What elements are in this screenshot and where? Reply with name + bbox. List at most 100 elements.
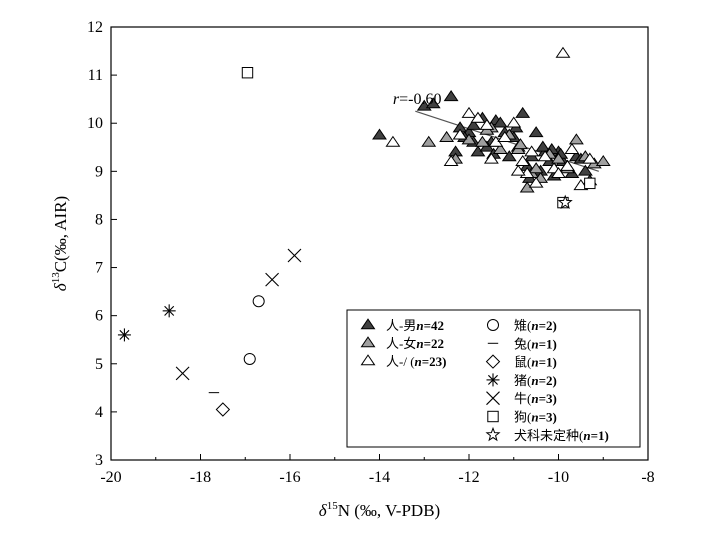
data-point <box>443 90 459 102</box>
legend-label: 人-女n=22 <box>386 336 444 351</box>
data-point <box>372 128 387 140</box>
data-points <box>117 46 611 417</box>
data-point <box>506 116 522 128</box>
data-point <box>492 116 508 128</box>
data-point <box>241 67 254 79</box>
data-point <box>564 142 580 154</box>
data-point <box>555 46 571 58</box>
data-point <box>252 295 265 308</box>
series-6 <box>117 304 176 342</box>
x-tick-label: -8 <box>641 469 654 486</box>
legend-marker <box>486 318 500 332</box>
data-point <box>492 142 508 154</box>
data-point <box>243 352 256 365</box>
legend-entry: 雉(n=2) <box>486 318 557 333</box>
legend-marker <box>485 426 501 442</box>
x-tick-label: -14 <box>369 469 390 486</box>
legend-entry: 牛(n=3) <box>486 391 557 406</box>
data-point <box>483 152 499 164</box>
legend-entry: 人-男n=42 <box>360 318 444 333</box>
data-point <box>265 272 279 287</box>
x-axis-label: δ15N (‰, V-PDB) <box>319 500 440 520</box>
legend-entry: 鼠(n=1) <box>485 354 557 370</box>
data-point <box>551 152 566 164</box>
data-point <box>439 130 455 142</box>
series-7 <box>175 248 302 381</box>
data-point <box>573 179 589 191</box>
y-tick-label: 5 <box>95 356 103 373</box>
legend-entry: 人-女n=22 <box>360 336 444 351</box>
data-point <box>528 162 544 174</box>
x-tick-label: -16 <box>279 469 300 486</box>
legend-label: 人-/ (n=23) <box>386 354 447 369</box>
x-tick-label: -10 <box>548 469 569 486</box>
legend-marker <box>486 373 500 387</box>
data-point <box>537 150 553 162</box>
legend-label: 牛(n=3) <box>514 391 557 406</box>
data-point <box>535 140 551 152</box>
series-9 <box>557 194 573 210</box>
y-tick-label: 6 <box>95 308 103 325</box>
data-point <box>385 135 401 147</box>
legend-marker <box>486 391 500 406</box>
x-tick-label: -18 <box>190 469 211 486</box>
y-axis-label: δ13C(‰, AIR) <box>50 196 70 291</box>
legend-label: 兔(n=1) <box>514 336 557 351</box>
data-point <box>452 128 468 140</box>
legend-entry: 猪(n=2) <box>486 373 557 388</box>
y-tick-label: 9 <box>95 163 103 180</box>
data-point <box>510 164 526 176</box>
data-point <box>515 106 531 118</box>
legend-entry: 兔(n=1) <box>487 336 557 351</box>
y-tick-label: 7 <box>95 260 103 277</box>
data-point <box>421 135 437 147</box>
y-axis: 3 4 5 6 7 8 9 10 11 12 <box>87 19 117 469</box>
data-point <box>568 133 584 145</box>
data-point <box>551 166 566 179</box>
legend-label: 人-男n=42 <box>386 318 444 333</box>
y-tick-label: 4 <box>95 404 103 421</box>
x-tick-label: -20 <box>100 469 121 486</box>
data-point <box>425 97 441 109</box>
y-tick-label: 12 <box>87 19 103 36</box>
data-point <box>466 118 481 130</box>
data-point <box>560 159 575 171</box>
data-point <box>528 176 544 188</box>
legend-label: 雉(n=2) <box>514 318 557 333</box>
legend-entry: 狗(n=3) <box>487 410 557 425</box>
data-point <box>443 154 459 167</box>
y-tick-label: 11 <box>88 67 103 84</box>
data-point <box>501 150 517 162</box>
legend-label: 狗(n=3) <box>514 410 557 425</box>
data-point <box>215 402 231 417</box>
legend-marker <box>360 354 376 366</box>
legend-label: 犬科未定种(n=1) <box>514 428 609 443</box>
data-point <box>287 248 302 263</box>
legend: 人-男n=42 人-女n=22 人-/ (n=23) 雉(n=2) 兔(n=1) 鼠(n=… <box>346 309 641 448</box>
correlation-annotation: r=-0.60 <box>393 91 442 108</box>
data-point <box>117 328 131 342</box>
series-3 <box>243 295 265 365</box>
y-tick-label: 3 <box>95 452 103 469</box>
y-tick-label: 10 <box>87 115 103 132</box>
data-point <box>524 145 540 157</box>
data-point <box>162 304 176 318</box>
data-point <box>582 152 598 164</box>
data-point <box>461 106 477 118</box>
data-point <box>479 118 495 130</box>
data-point <box>577 164 593 176</box>
legend-label: 猪(n=2) <box>514 373 557 388</box>
data-point <box>595 154 611 167</box>
data-point <box>515 154 531 167</box>
legend-marker <box>487 410 499 423</box>
data-point <box>474 135 490 147</box>
legend-marker <box>485 354 501 369</box>
x-tick-label: -12 <box>458 469 479 486</box>
series-5 <box>215 402 231 417</box>
legend-entry: 犬科未定种(n=1) <box>485 426 609 443</box>
data-point <box>584 177 596 190</box>
legend-marker <box>360 336 376 348</box>
legend-label: 鼠(n=1) <box>514 355 557 370</box>
legend-marker <box>360 318 376 330</box>
